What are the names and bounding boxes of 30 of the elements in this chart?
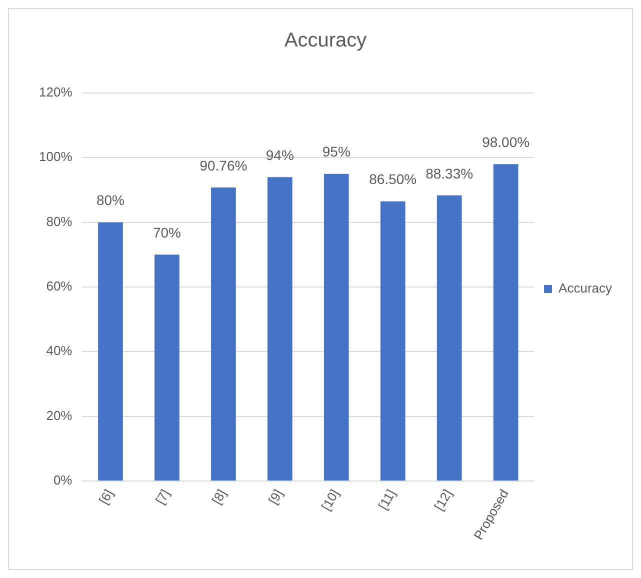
- y-tick-label: 120%: [39, 84, 73, 100]
- data-label: 94%: [266, 146, 294, 163]
- bar: [324, 174, 349, 481]
- data-label: 95%: [322, 144, 350, 160]
- y-tick-label: 40%: [46, 343, 73, 358]
- bar: [436, 195, 462, 481]
- data-label: 88.33%: [426, 165, 474, 182]
- bar: [154, 254, 180, 481]
- bar: [267, 177, 292, 481]
- x-tick-label: [7]: [152, 486, 173, 507]
- data-label: 98.00%: [482, 134, 530, 150]
- y-tick-label: 100%: [39, 149, 73, 164]
- x-tick-label: [9]: [265, 486, 286, 507]
- data-label: 86.50%: [369, 171, 417, 188]
- y-tick-label: 80%: [46, 214, 73, 229]
- x-tick-label: [8]: [208, 486, 230, 507]
- data-label: 70%: [152, 224, 181, 241]
- data-label: 80%: [96, 192, 124, 208]
- bar: [211, 188, 236, 481]
- x-tick-label: [11]: [375, 486, 399, 512]
- bar: [493, 164, 518, 481]
- legend-label: Accuracy: [558, 280, 612, 296]
- x-tick-label: [6]: [96, 486, 116, 507]
- chart-title: Accuracy: [284, 30, 367, 52]
- bar: [380, 201, 406, 481]
- y-tick-label: 20%: [46, 408, 73, 423]
- y-tick-label: 0%: [53, 472, 73, 488]
- y-tick-label: 60%: [46, 278, 73, 294]
- bar: [98, 222, 123, 481]
- data-label: 90.76%: [200, 157, 248, 174]
